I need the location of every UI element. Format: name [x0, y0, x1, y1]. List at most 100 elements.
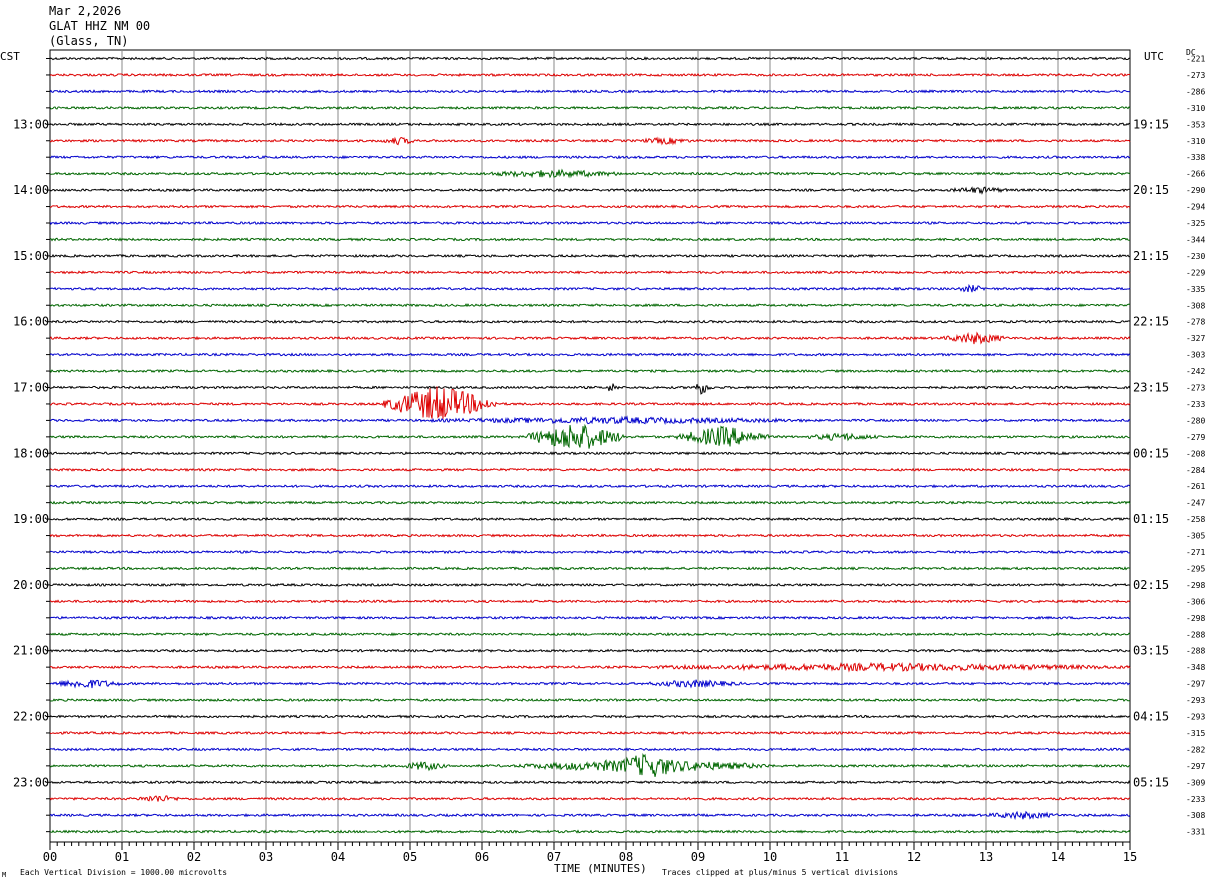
- cst-hour-label: 21:00: [13, 644, 49, 658]
- utc-hour-label: 22:15: [1133, 315, 1169, 329]
- dc-offset-label: -348: [1186, 663, 1205, 672]
- utc-hour-label: 01:15: [1133, 512, 1169, 526]
- dc-offset-label: -310: [1186, 104, 1205, 113]
- dc-offset-label: -221: [1186, 55, 1205, 64]
- seismogram-trace: [49, 533, 1131, 538]
- seismogram-trace: [49, 500, 1131, 505]
- seismogram-trace: [49, 270, 1131, 275]
- dc-offset-label: -293: [1186, 696, 1205, 705]
- seismogram-trace: [49, 714, 1131, 719]
- utc-hour-label: 03:15: [1133, 644, 1169, 658]
- seismogram-trace: [49, 615, 1131, 620]
- right-timezone-label: UTC: [1144, 50, 1164, 63]
- dc-offset-label: -308: [1186, 301, 1205, 310]
- header-station: GLAT HHZ NM 00: [49, 19, 151, 33]
- seismogram-trace: [49, 753, 1131, 777]
- seismogram-trace: [49, 582, 1131, 588]
- footer-scale-note: Each Vertical Division = 1000.00 microvo…: [20, 868, 228, 877]
- seismogram-trace: [49, 368, 1131, 374]
- x-tick-label: 15: [1123, 850, 1137, 864]
- seismogram-trace: [49, 105, 1131, 110]
- dc-offset-label: -282: [1186, 745, 1205, 754]
- cst-hour-label: 16:00: [13, 315, 49, 329]
- utc-hour-label: 00:15: [1133, 446, 1169, 460]
- x-tick-label: 11: [835, 850, 849, 864]
- utc-hour-label: 23:15: [1133, 381, 1169, 395]
- seismogram-trace: [49, 483, 1131, 489]
- seismogram-trace: [49, 253, 1131, 259]
- left-timezone-label: CST: [0, 50, 20, 63]
- x-axis-title: TIME (MINUTES): [554, 862, 647, 875]
- dc-offset-label: -247: [1186, 499, 1205, 508]
- seismogram-trace: [49, 697, 1131, 703]
- seismogram-trace: [49, 204, 1131, 209]
- seismogram-trace: [49, 237, 1131, 242]
- seismogram-trace: [49, 168, 1131, 179]
- x-tick-label: 02: [187, 850, 201, 864]
- seismogram-trace: [49, 122, 1131, 127]
- x-tick-label: 08: [619, 850, 633, 864]
- seismogram-trace: [49, 415, 1131, 426]
- dc-offset-label: -308: [1186, 811, 1205, 820]
- utc-hour-label: 20:15: [1133, 183, 1169, 197]
- dc-offset-label: -325: [1186, 219, 1205, 228]
- dc-offset-label: -298: [1186, 614, 1205, 623]
- dc-offset-label: -327: [1186, 334, 1205, 343]
- seismogram-trace: [49, 829, 1131, 834]
- x-tick-label: 05: [403, 850, 417, 864]
- x-tick-label: 09: [691, 850, 705, 864]
- dc-offset-label: -331: [1186, 828, 1205, 837]
- header-location: (Glass, TN): [49, 34, 129, 48]
- x-tick-label: 00: [43, 850, 57, 864]
- x-tick-label: 12: [907, 850, 921, 864]
- seismogram-trace: [49, 648, 1131, 653]
- dc-offset-label: -273: [1186, 384, 1205, 393]
- seismogram-trace: [49, 423, 1131, 449]
- dc-offset-label: -280: [1186, 416, 1205, 425]
- seismogram-trace: [49, 566, 1131, 571]
- seismogram-trace: [49, 352, 1131, 357]
- dc-offset-header: DC: [1186, 48, 1196, 57]
- dc-offset-label: -229: [1186, 268, 1205, 277]
- cst-hour-label: 15:00: [13, 249, 49, 263]
- seismogram-trace: [49, 319, 1131, 324]
- seismogram-trace: [49, 89, 1131, 94]
- seismogram-trace: [49, 632, 1131, 637]
- seismogram-trace: [49, 186, 1131, 195]
- header-date: Mar 2,2026: [49, 4, 122, 18]
- dc-offset-label: -294: [1186, 203, 1205, 212]
- seismogram-trace: [49, 549, 1131, 555]
- x-tick-label: 04: [331, 850, 345, 864]
- footer-logo: M: [2, 871, 7, 879]
- x-tick-label: 13: [979, 850, 993, 864]
- dc-offset-label: -288: [1186, 647, 1205, 656]
- dc-offset-label: -288: [1186, 630, 1205, 639]
- dc-offset-label: -335: [1186, 285, 1205, 294]
- dc-offset-label: -290: [1186, 186, 1205, 195]
- seismogram-trace: [49, 679, 1131, 689]
- dc-offset-label: -344: [1186, 235, 1205, 244]
- seismogram-trace: [49, 661, 1131, 673]
- cst-hour-label: 19:00: [13, 512, 49, 526]
- seismogram-trace: [49, 386, 1131, 419]
- seismogram-trace: [49, 747, 1131, 752]
- cst-hour-label: 23:00: [13, 775, 49, 789]
- dc-offset-label: -261: [1186, 482, 1205, 491]
- dc-offset-label: -303: [1186, 351, 1205, 360]
- x-tick-label: 10: [763, 850, 777, 864]
- seismogram-trace: [49, 56, 1131, 61]
- dc-offset-label: -305: [1186, 532, 1205, 541]
- dc-offset-label: -293: [1186, 713, 1205, 722]
- seismogram-trace: [49, 451, 1131, 456]
- x-tick-label: 06: [475, 850, 489, 864]
- dc-offset-label: -353: [1186, 120, 1205, 129]
- footer-clip-note: Traces clipped at plus/minus 5 vertical …: [662, 868, 899, 877]
- dc-offset-label: -266: [1186, 170, 1205, 179]
- dc-offset-label: -284: [1186, 466, 1205, 475]
- seismogram-trace: [49, 599, 1131, 604]
- dc-offset-label: -233: [1186, 795, 1205, 804]
- x-tick-label: 03: [259, 850, 273, 864]
- cst-hour-label: 22:00: [13, 710, 49, 724]
- dc-offset-label: -273: [1186, 71, 1205, 80]
